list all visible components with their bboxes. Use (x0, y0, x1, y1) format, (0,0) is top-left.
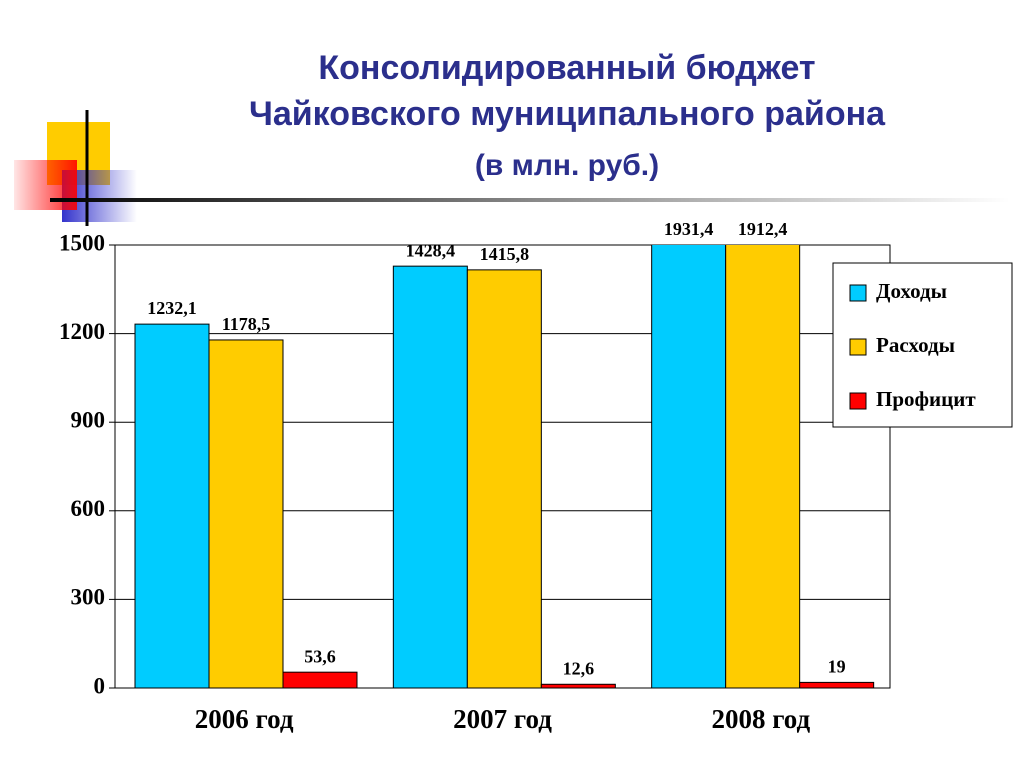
legend-label: Профицит (876, 387, 976, 411)
bar (540, 683, 616, 688)
labels: 0 300 600 900 1200 1500 2006 год 1232,1 1178,5 53… (59, 219, 846, 734)
x-tick-label: 2006 год (195, 704, 294, 734)
y-tick-label: 900 (71, 407, 106, 432)
bar (392, 265, 468, 688)
chart-title: Чайковского муниципального района (249, 95, 886, 133)
decoration (14, 110, 1010, 226)
value-label: 19 (828, 657, 846, 677)
bar (208, 339, 284, 688)
chart-title: Консолидированный бюджет (318, 49, 815, 87)
legend-entries: Доходы Расходы Профицит (849, 279, 976, 411)
value-label: 1178,5 (222, 314, 271, 334)
value-label: 53,6 (304, 646, 336, 666)
value-label: 1415,8 (480, 244, 530, 264)
bar (466, 269, 542, 688)
y-tick-label: 300 (71, 585, 106, 610)
bar (725, 245, 801, 688)
legend-swatch (849, 338, 867, 356)
x-tick-label: 2007 год (453, 704, 552, 734)
legend-swatch (849, 392, 867, 410)
value-label: 1912,4 (738, 219, 788, 239)
x-tick-label: 2008 год (711, 704, 810, 734)
bar (799, 681, 875, 688)
y-tick-label: 0 (94, 673, 106, 698)
bar (134, 323, 210, 688)
value-label: 12,6 (563, 658, 595, 678)
chart-subtitle: (в млн. руб.) (475, 149, 659, 182)
bar (282, 671, 358, 688)
value-label: 1428,4 (406, 240, 456, 260)
legend-label: Расходы (876, 333, 955, 357)
bars (134, 245, 875, 688)
y-tick-label: 1200 (59, 319, 105, 344)
y-tick-label: 600 (71, 496, 106, 521)
legend-swatch (849, 284, 867, 302)
bar (651, 245, 727, 688)
y-tick-label: 1500 (59, 230, 105, 255)
legend-label: Доходы (876, 279, 947, 303)
value-label: 1931,4 (664, 219, 714, 239)
value-label: 1232,1 (147, 298, 197, 318)
